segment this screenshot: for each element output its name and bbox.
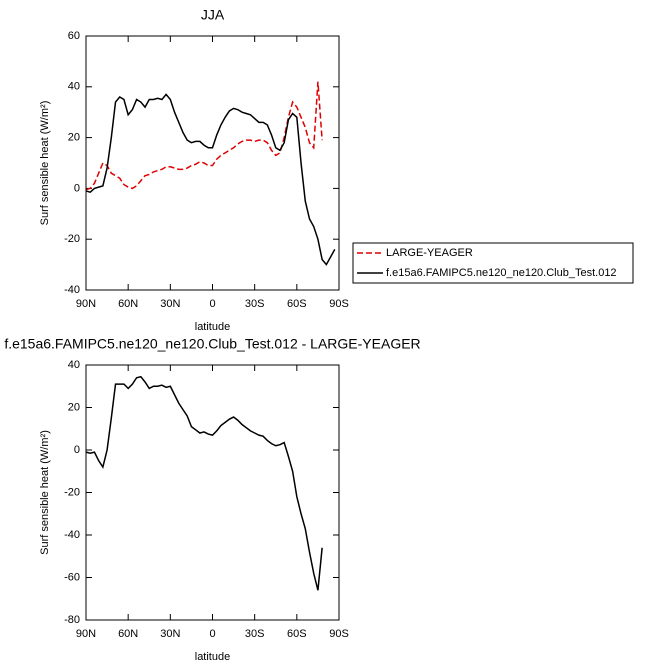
- y-tick-label: 20: [68, 401, 80, 413]
- x-tick-label: 60S: [287, 298, 307, 310]
- chart-title: JJA: [201, 7, 225, 23]
- data-line: [85, 375, 323, 591]
- y-tick-label: 60: [68, 30, 80, 42]
- y-tick-label: -20: [64, 233, 80, 245]
- x-tick-label: 60N: [118, 628, 138, 640]
- y-axis-label: Surf sensible heat (W/m²): [39, 430, 51, 555]
- x-tick-label: 60S: [287, 628, 307, 640]
- x-tick-label: 90N: [76, 298, 96, 310]
- plot-frame: [85, 35, 340, 291]
- x-tick-label: 0: [209, 298, 215, 310]
- y-axis-label: Surf sensible heat (W/m²): [39, 101, 51, 226]
- y-tick-label: -60: [64, 571, 80, 583]
- y-tick-label: -20: [64, 486, 80, 498]
- x-axis-label: latitude: [195, 651, 230, 663]
- x-tick-label: 90S: [329, 298, 349, 310]
- legend-label: f.e15a6.FAMIPC5.ne120_ne120.Club_Test.01…: [386, 267, 617, 279]
- x-tick-label: 30N: [160, 628, 180, 640]
- y-tick-label: 40: [68, 359, 80, 371]
- y-tick-label: 40: [68, 81, 80, 93]
- plot-frame: [85, 364, 340, 621]
- legend-label: LARGE-YEAGER: [386, 247, 473, 259]
- x-tick-label: 90N: [76, 628, 96, 640]
- x-tick-label: 0: [209, 628, 215, 640]
- y-tick-label: -40: [64, 284, 80, 296]
- x-tick-label: 30N: [160, 298, 180, 310]
- x-axis-label: latitude: [195, 321, 230, 333]
- y-tick-label: -40: [64, 529, 80, 541]
- data-line: [85, 81, 323, 191]
- x-tick-label: 30S: [245, 298, 265, 310]
- legend-box: [352, 242, 634, 284]
- y-tick-label: -80: [64, 614, 80, 626]
- y-tick-label: 0: [74, 182, 80, 194]
- y-tick-label: 20: [68, 132, 80, 144]
- x-tick-label: 60N: [118, 298, 138, 310]
- data-line: [85, 93, 336, 266]
- x-tick-label: 90S: [329, 628, 349, 640]
- chart-title: f.e15a6.FAMIPC5.ne120_ne120.Club_Test.01…: [4, 336, 420, 352]
- y-tick-label: 0: [74, 444, 80, 456]
- x-tick-label: 30S: [245, 628, 265, 640]
